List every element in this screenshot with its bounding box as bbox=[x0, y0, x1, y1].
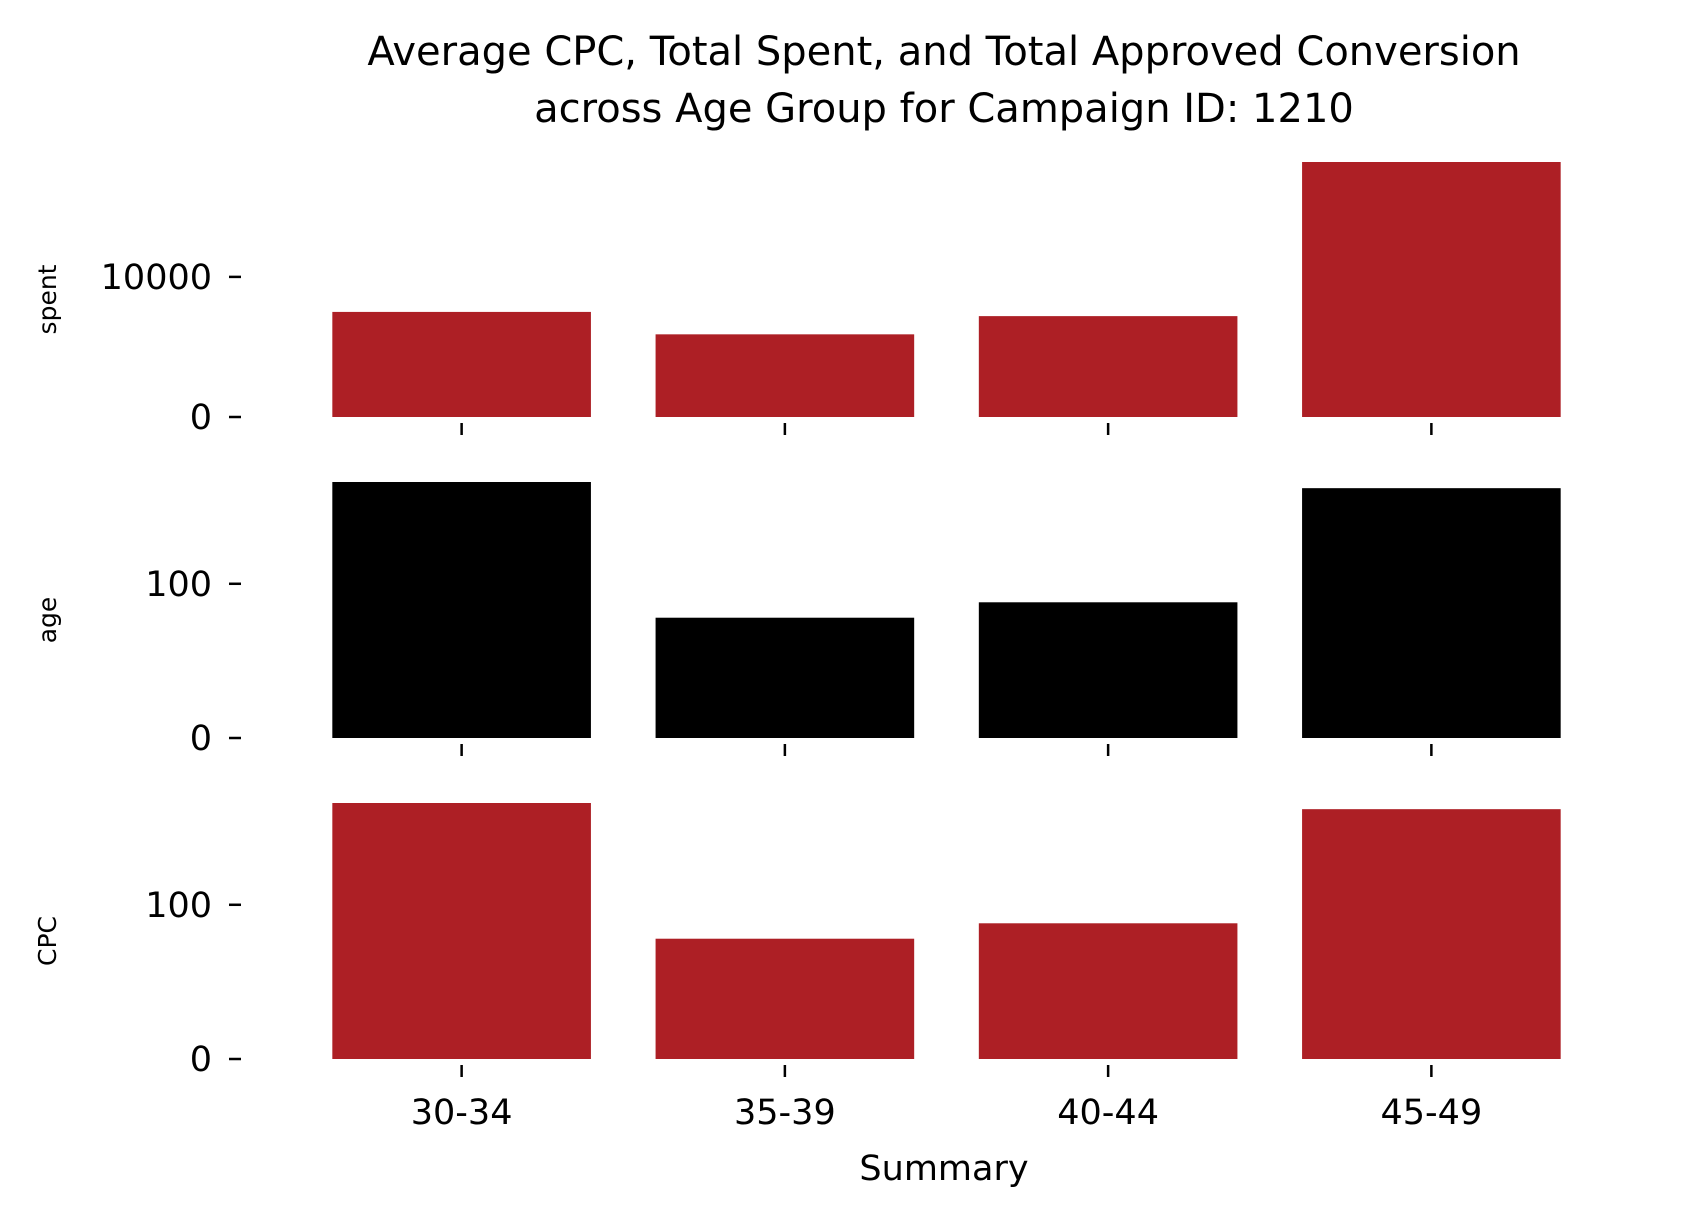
y-tick-label: 0 bbox=[190, 719, 212, 759]
y-tick-label: 100 bbox=[145, 565, 212, 605]
bar-CPC-45-49 bbox=[1302, 809, 1561, 1059]
bar-CPC-40-44 bbox=[978, 923, 1238, 1059]
panel-CPC: 0 100 CPC bbox=[33, 803, 1561, 1080]
panel-spent: 0 10000 spent bbox=[33, 162, 1561, 438]
chart-title-line-1: Average CPC, Total Spent, and Total Appr… bbox=[367, 29, 1520, 75]
y-axis-label-spent: spent bbox=[33, 264, 62, 334]
y-tick-label: 10000 bbox=[101, 258, 212, 298]
x-tick-label-45-49: 45-49 bbox=[1381, 1093, 1483, 1133]
x-tick-label-30-34: 30-34 bbox=[411, 1093, 513, 1133]
x-axis: 30-34 35-39 40-44 45-49 bbox=[411, 1093, 1482, 1133]
bar-spent-35-39 bbox=[655, 334, 915, 417]
y-axis-label-age: age bbox=[33, 597, 62, 644]
panel-age: 0 100 age bbox=[33, 482, 1561, 759]
x-tick-label-35-39: 35-39 bbox=[734, 1093, 836, 1133]
y-tick-label: 0 bbox=[190, 398, 212, 438]
chart-panels: 0 10000 spent 0 100 age 0 100 CPC bbox=[33, 162, 1561, 1080]
bar-CPC-30-34 bbox=[332, 803, 591, 1059]
y-axis-label-CPC: CPC bbox=[33, 916, 62, 966]
bar-age-40-44 bbox=[978, 602, 1238, 738]
bar-spent-30-34 bbox=[332, 311, 591, 417]
x-axis-label: Summary bbox=[859, 1149, 1028, 1189]
bar-age-35-39 bbox=[655, 617, 915, 738]
y-tick-label: 0 bbox=[190, 1040, 212, 1080]
bar-spent-40-44 bbox=[978, 316, 1238, 417]
chart-title-line-2: across Age Group for Campaign ID: 1210 bbox=[534, 86, 1354, 132]
x-tick-label-40-44: 40-44 bbox=[1057, 1093, 1159, 1133]
y-tick-label: 100 bbox=[145, 886, 212, 926]
bar-age-30-34 bbox=[332, 482, 591, 738]
bar-spent-45-49 bbox=[1302, 162, 1561, 417]
bar-age-45-49 bbox=[1302, 488, 1561, 738]
bar-CPC-35-39 bbox=[655, 938, 915, 1059]
